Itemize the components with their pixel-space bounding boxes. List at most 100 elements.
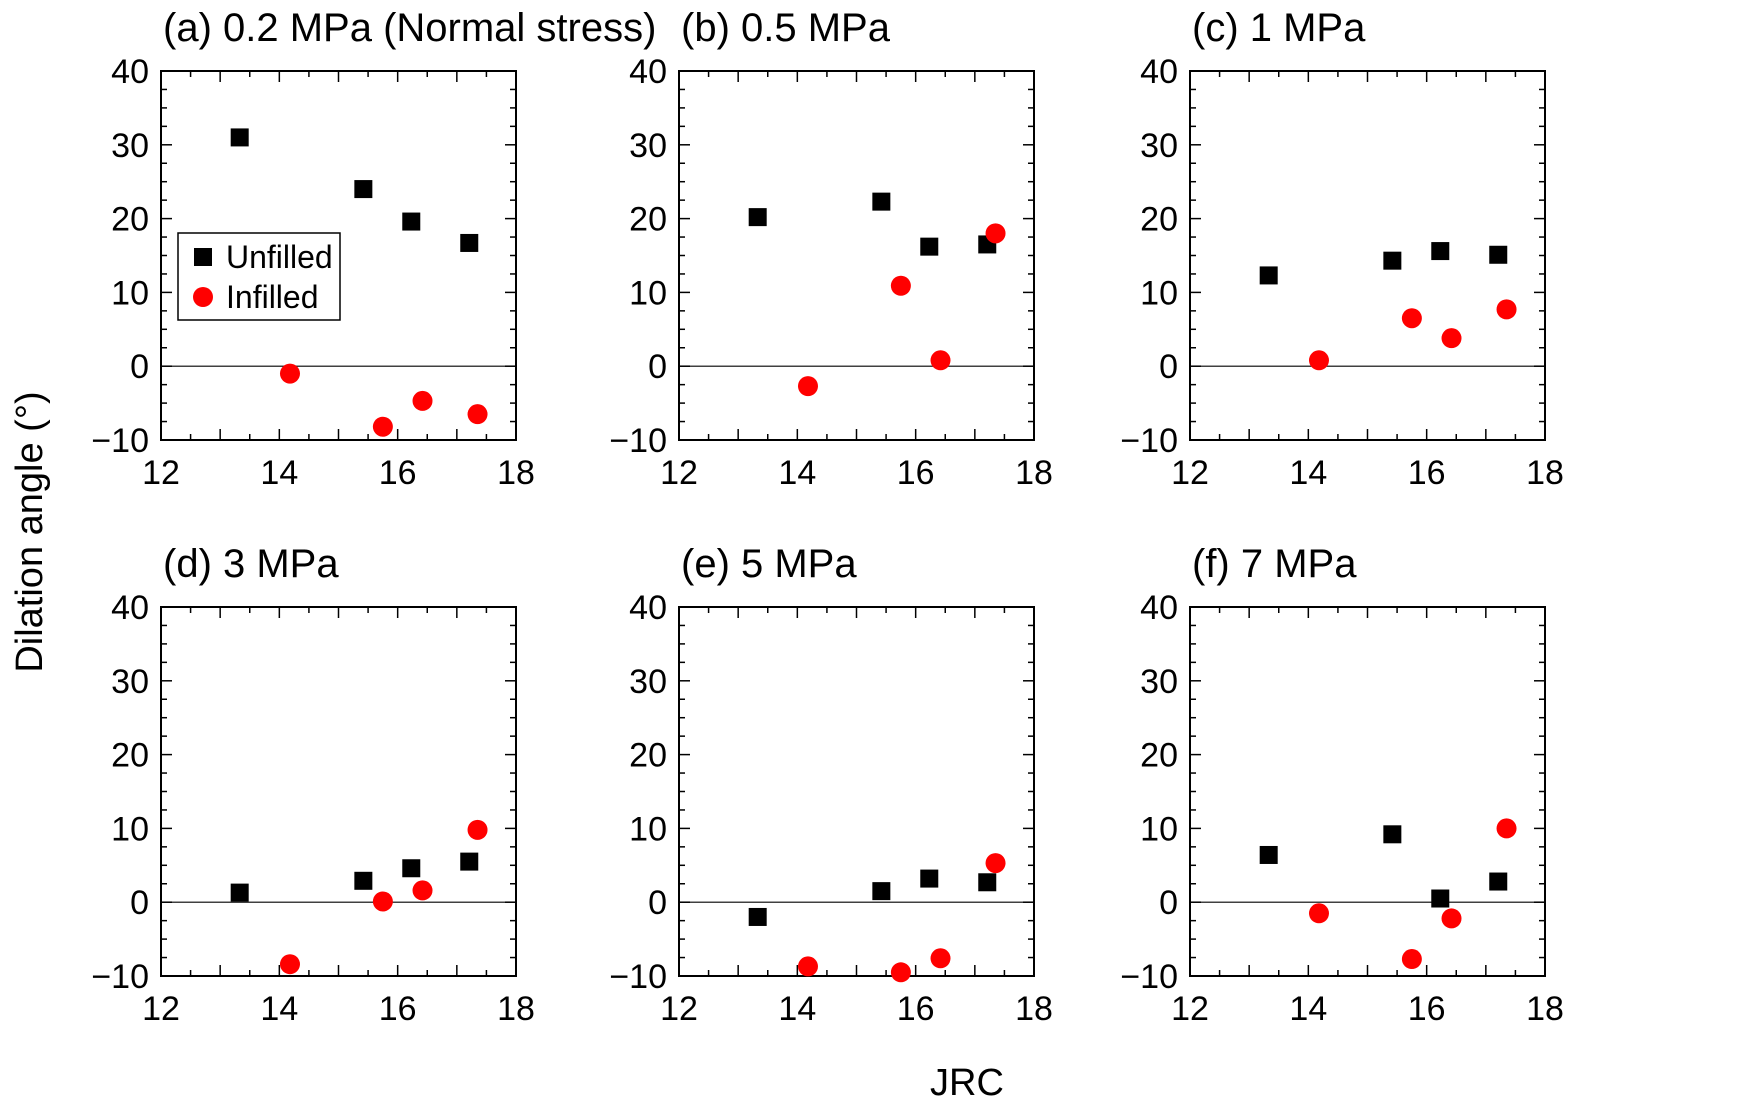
x-tick-label: 14	[1289, 990, 1327, 1028]
infilled-point	[985, 853, 1006, 874]
x-tick-label: 16	[1408, 990, 1446, 1028]
unfilled-point	[872, 192, 891, 211]
x-tick-label: 16	[897, 454, 935, 492]
y-tick-label: 20	[1140, 201, 1178, 239]
panel-3: (d) 3 MPa 12 14 16 18 −10 0 10 20 30 40	[91, 542, 535, 1028]
y-tick-label: 20	[1140, 737, 1178, 775]
infilled-point	[372, 416, 393, 437]
infilled-point	[1441, 908, 1462, 929]
panel-5: (f) 7 MPa 12 14 16 18 −10 0 10 20 30 40	[1120, 542, 1564, 1028]
infilled-point	[930, 350, 951, 371]
y-tick-label: −10	[609, 958, 667, 996]
legend: Unfilled Infilled	[177, 232, 341, 321]
panel-title: (a) 0.2 MPa (Normal stress)	[163, 6, 656, 50]
panel-0: (a) 0.2 MPa (Normal stress) 12 14 16 18 −10 0 1…	[91, 6, 656, 492]
y-tick-label: 30	[111, 663, 149, 701]
legend-label: Unfilled	[226, 239, 333, 275]
infilled-point	[467, 819, 488, 840]
y-tick-label: −10	[1120, 958, 1178, 996]
y-tick-label: 20	[111, 737, 149, 775]
unfilled-point	[1431, 889, 1450, 908]
x-tick-label: 12	[660, 990, 698, 1028]
y-tick-label: 20	[629, 737, 667, 775]
unfilled-point	[920, 869, 939, 888]
infilled-point	[1441, 328, 1462, 349]
infilled-point	[412, 880, 433, 901]
y-axis-label: Dilation angle (°)	[9, 391, 51, 672]
infilled-point	[1496, 818, 1517, 839]
y-tick-label: 40	[111, 53, 149, 91]
legend-label: Infilled	[226, 279, 319, 315]
y-tick-label: −10	[91, 422, 149, 460]
y-tick-label: 0	[1159, 884, 1178, 922]
x-tick-label: 18	[1526, 990, 1564, 1028]
unfilled-point	[402, 859, 421, 878]
x-tick-label: 18	[1526, 454, 1564, 492]
panel-title: (d) 3 MPa	[163, 542, 339, 586]
infilled-point	[890, 962, 911, 983]
y-tick-label: 0	[648, 348, 667, 386]
y-tick-label: 30	[629, 663, 667, 701]
y-tick-label: 20	[111, 201, 149, 239]
panel-2: (c) 1 MPa 12 14 16 18 −10 0 10 20 30 40	[1120, 6, 1564, 492]
y-tick-label: 10	[629, 274, 667, 312]
plot-frame	[678, 606, 1035, 977]
infilled-point	[797, 376, 818, 397]
y-tick-label: 30	[111, 127, 149, 165]
infilled-point	[1496, 299, 1517, 320]
x-tick-label: 14	[260, 454, 298, 492]
y-tick-label: −10	[609, 422, 667, 460]
y-tick-label: 10	[1140, 810, 1178, 848]
unfilled-point	[1383, 825, 1402, 844]
x-tick-label: 18	[1015, 454, 1053, 492]
x-axis-label: JRC	[930, 1062, 1004, 1104]
infilled-point	[279, 363, 300, 384]
unfilled-point	[748, 907, 767, 926]
unfilled-point	[460, 233, 479, 252]
plot-frame	[160, 70, 517, 441]
x-tick-label: 12	[142, 990, 180, 1028]
x-tick-label: 14	[1289, 454, 1327, 492]
infilled-point	[372, 891, 393, 912]
panel-title: (b) 0.5 MPa	[681, 6, 891, 50]
plot-frame	[678, 70, 1035, 441]
panel-title: (e) 5 MPa	[681, 542, 857, 586]
y-tick-label: −10	[91, 958, 149, 996]
x-tick-label: 12	[142, 454, 180, 492]
unfilled-point	[978, 873, 997, 892]
infilled-point	[1401, 949, 1422, 970]
x-tick-label: 14	[260, 990, 298, 1028]
y-tick-label: 0	[648, 884, 667, 922]
x-tick-label: 18	[497, 990, 535, 1028]
infilled-point	[279, 954, 300, 975]
infilled-point	[797, 956, 818, 977]
y-tick-label: 30	[1140, 663, 1178, 701]
unfilled-point	[354, 871, 373, 890]
panel-title: (f) 7 MPa	[1192, 542, 1357, 586]
infilled-point	[1401, 308, 1422, 329]
y-tick-label: 20	[629, 201, 667, 239]
infilled-point	[890, 275, 911, 296]
y-tick-label: −10	[1120, 422, 1178, 460]
panel-4: (e) 5 MPa 12 14 16 18 −10 0 10 20 30 40	[609, 542, 1053, 1028]
infilled-point	[412, 390, 433, 411]
unfilled-point	[1259, 845, 1278, 864]
infilled-point	[930, 948, 951, 969]
y-tick-label: 40	[1140, 53, 1178, 91]
y-tick-label: 0	[130, 884, 149, 922]
infilled-point	[985, 223, 1006, 244]
unfilled-point	[230, 128, 249, 147]
x-tick-label: 16	[379, 990, 417, 1028]
panel-1: (b) 0.5 MPa 12 14 16 18 −10 0 10 20 30 40	[609, 6, 1053, 492]
y-tick-label: 30	[1140, 127, 1178, 165]
unfilled-point	[872, 882, 891, 901]
y-tick-label: 40	[1140, 589, 1178, 627]
panels: (a) 0.2 MPa (Normal stress) 12 14 16 18 −10 0 1…	[91, 6, 1564, 1028]
infilled-point	[467, 404, 488, 425]
legend-circle-icon	[193, 287, 213, 307]
y-tick-label: 10	[629, 810, 667, 848]
y-tick-label: 10	[1140, 274, 1178, 312]
unfilled-point	[1489, 245, 1508, 264]
unfilled-point	[354, 180, 373, 199]
